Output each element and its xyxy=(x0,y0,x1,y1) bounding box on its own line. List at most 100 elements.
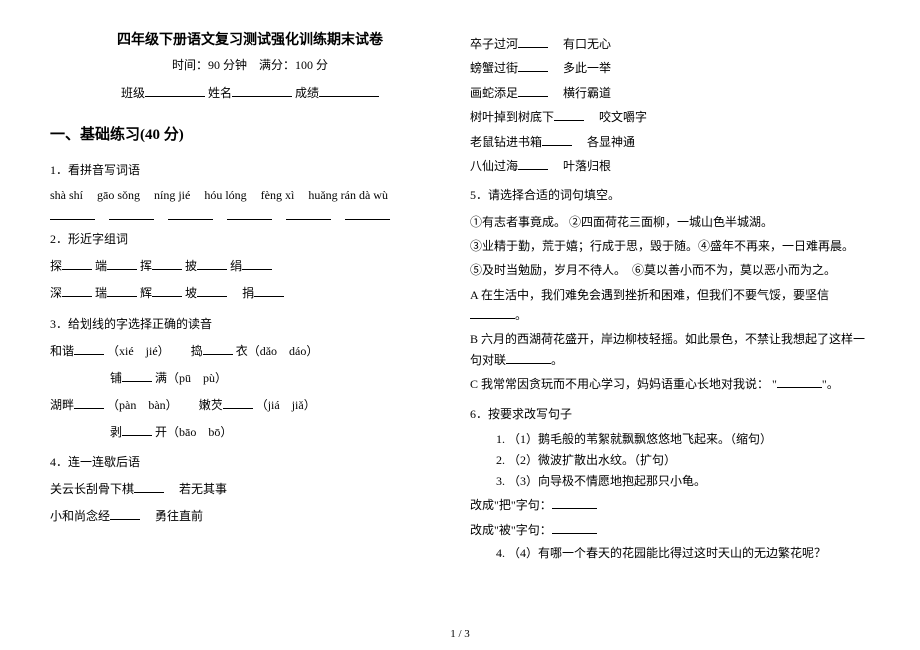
xhy-blank[interactable] xyxy=(518,59,548,72)
q3-blank[interactable] xyxy=(74,396,104,409)
py-6: huǎng rán dà wù xyxy=(308,186,388,205)
xhy-r5: 老鼠钻进书箱 各显神通 xyxy=(470,132,870,152)
q3-r2: 铺 满（pū pù） xyxy=(50,367,450,390)
doc-title: 四年级下册语文复习测试强化训练期末试卷 xyxy=(50,30,450,52)
q1-blank[interactable] xyxy=(168,207,213,220)
q1-blank[interactable] xyxy=(109,207,154,220)
score-label: 成绩 xyxy=(295,86,319,100)
xhy-b: 有口无心 xyxy=(563,37,611,51)
xhy-r4: 树叶掉到树底下 咬文嚼字 xyxy=(470,107,870,127)
q3-py: （xié jié） xyxy=(107,344,164,358)
py-1: shà shí xyxy=(50,186,83,205)
q6-i4: （4）有哪一个春天的花园能比得过这时天山的无边繁花呢？ xyxy=(508,544,870,563)
page-number: 1 / 3 xyxy=(0,628,920,640)
q2-blank[interactable] xyxy=(107,257,137,270)
q5-o3: ⑤及时当勉励，岁月不待人。 ⑥莫以善小而不为，莫以恶小而为之。 xyxy=(470,260,870,280)
q3-r1: 和谐 （xié jié） 捣 衣（dǎo dáo） xyxy=(50,340,450,363)
xhy-b: 各显神通 xyxy=(587,135,635,149)
q2-blank[interactable] xyxy=(197,257,227,270)
q5-blank[interactable] xyxy=(470,306,515,319)
score-blank[interactable] xyxy=(319,84,379,97)
xhy-a: 螃蟹过街 xyxy=(470,61,518,75)
q1-blank[interactable] xyxy=(227,207,272,220)
q4-b: 勇往直前 xyxy=(155,509,203,523)
q2-blank[interactable] xyxy=(152,284,182,297)
py-2: gāo sǒng xyxy=(97,186,140,205)
xhy-b: 多此一举 xyxy=(563,61,611,75)
q3-r4: 剥 开（bāo bō） xyxy=(50,421,450,444)
q2-c: 探 xyxy=(50,259,62,273)
class-blank[interactable] xyxy=(145,84,205,97)
q5-A: A 在生活中，我们难免会遇到挫折和困难，但我们不要气馁，要坚信。 xyxy=(470,285,870,326)
time-score: 时间：90 分钟 满分：100 分 xyxy=(50,56,450,75)
py-5: fèng xì xyxy=(261,186,295,205)
xhy-a: 八仙过海 xyxy=(470,159,518,173)
q5-o2: ③业精于勤，荒于嬉；行成于思，毁于随。④盛年不再来，一日难再晨。 xyxy=(470,236,870,256)
xhy-blank[interactable] xyxy=(554,108,584,121)
q2-label: 2．形近字组词 xyxy=(50,230,450,249)
xhy-r1: 卒子过河 有口无心 xyxy=(470,34,870,54)
q2-c: 挥 xyxy=(140,259,152,273)
q3-blank[interactable] xyxy=(223,396,253,409)
q2-blank[interactable] xyxy=(62,284,92,297)
name-label: 姓名 xyxy=(208,86,232,100)
xhy-a: 画蛇添足 xyxy=(470,86,518,100)
q6-label: 6．按要求改写句子 xyxy=(470,405,870,424)
q2-blank[interactable] xyxy=(254,284,284,297)
q6-blank[interactable] xyxy=(552,496,597,509)
q6-i1: （1）鹅毛般的苇絮就飘飘悠悠地飞起来。（缩句） xyxy=(508,430,870,449)
q5-C-text: C 我常常因贪玩而不用心学习，妈妈语重心长地对我说： xyxy=(470,377,769,391)
q1-pinyin: shà shí gāo sǒng níng jié hóu lóng fèng … xyxy=(50,186,450,205)
q2-blank[interactable] xyxy=(152,257,182,270)
q3-blank[interactable] xyxy=(122,423,152,436)
section-1-heading: 一、基础练习(40 分) xyxy=(50,123,450,147)
q6-i2: （2）微波扩散出水纹。（扩句） xyxy=(508,451,870,470)
q5-blank[interactable] xyxy=(506,351,551,364)
q6-i3: （3）向导极不情愿地抱起那只小龟。 xyxy=(508,472,870,491)
q2-blank[interactable] xyxy=(62,257,92,270)
q3-blank[interactable] xyxy=(74,342,104,355)
q3-label: 3．给划线的字选择正确的读音 xyxy=(50,315,450,334)
q2-blank[interactable] xyxy=(242,257,272,270)
class-label: 班级 xyxy=(121,86,145,100)
q3-w: 铺 xyxy=(110,371,122,385)
q2-c: 坡 xyxy=(185,286,197,300)
xhy-a: 老鼠钻进书箱 xyxy=(470,135,542,149)
xhy-blank[interactable] xyxy=(518,35,548,48)
xhy-r6: 八仙过海 叶落归根 xyxy=(470,156,870,176)
py-3: níng jié xyxy=(154,186,190,205)
q4-blank[interactable] xyxy=(110,507,140,520)
xhy-b: 横行霸道 xyxy=(563,86,611,100)
xhy-b: 叶落归根 xyxy=(563,159,611,173)
xhy-blank[interactable] xyxy=(542,133,572,146)
q4-blank[interactable] xyxy=(134,480,164,493)
q1-blank[interactable] xyxy=(345,207,390,220)
q3-blank[interactable] xyxy=(122,369,152,382)
xhy-r3: 画蛇添足 横行霸道 xyxy=(470,83,870,103)
xhy-blank[interactable] xyxy=(518,157,548,170)
xhy-blank[interactable] xyxy=(518,84,548,97)
q6-ba: 改成"把"字句： xyxy=(470,495,870,515)
q5-A-text: A 在生活中，我们难免会遇到挫折和困难，但我们不要气馁，要坚信 xyxy=(470,288,829,302)
q1-blank[interactable] xyxy=(50,207,95,220)
q6-blank[interactable] xyxy=(552,521,597,534)
q3-py: 衣（dǎo dáo） xyxy=(236,344,319,358)
name-blank[interactable] xyxy=(232,84,292,97)
q4-b: 若无其事 xyxy=(179,482,227,496)
q4-r2: 小和尚念经 勇往直前 xyxy=(50,505,450,528)
q3-blank[interactable] xyxy=(203,342,233,355)
xhy-b: 咬文嚼字 xyxy=(599,110,647,124)
q3-w: 剥 xyxy=(110,425,122,439)
q1-label: 1．看拼音写词语 xyxy=(50,161,450,180)
q1-blank[interactable] xyxy=(286,207,331,220)
q2-blank[interactable] xyxy=(197,284,227,297)
q3-w: 湖畔 xyxy=(50,398,74,412)
q3-r3: 湖畔 （pàn bàn） 嫩芡 （jiá jiǎ） xyxy=(50,394,450,417)
q5-blank[interactable] xyxy=(777,375,822,388)
q5-quote-end: "。 xyxy=(822,377,839,391)
xhy-a: 树叶掉到树底下 xyxy=(470,110,554,124)
q3-w: 嫩芡 xyxy=(199,398,223,412)
py-4: hóu lóng xyxy=(204,186,246,205)
q3-w: 和谐 xyxy=(50,344,74,358)
q2-blank[interactable] xyxy=(107,284,137,297)
